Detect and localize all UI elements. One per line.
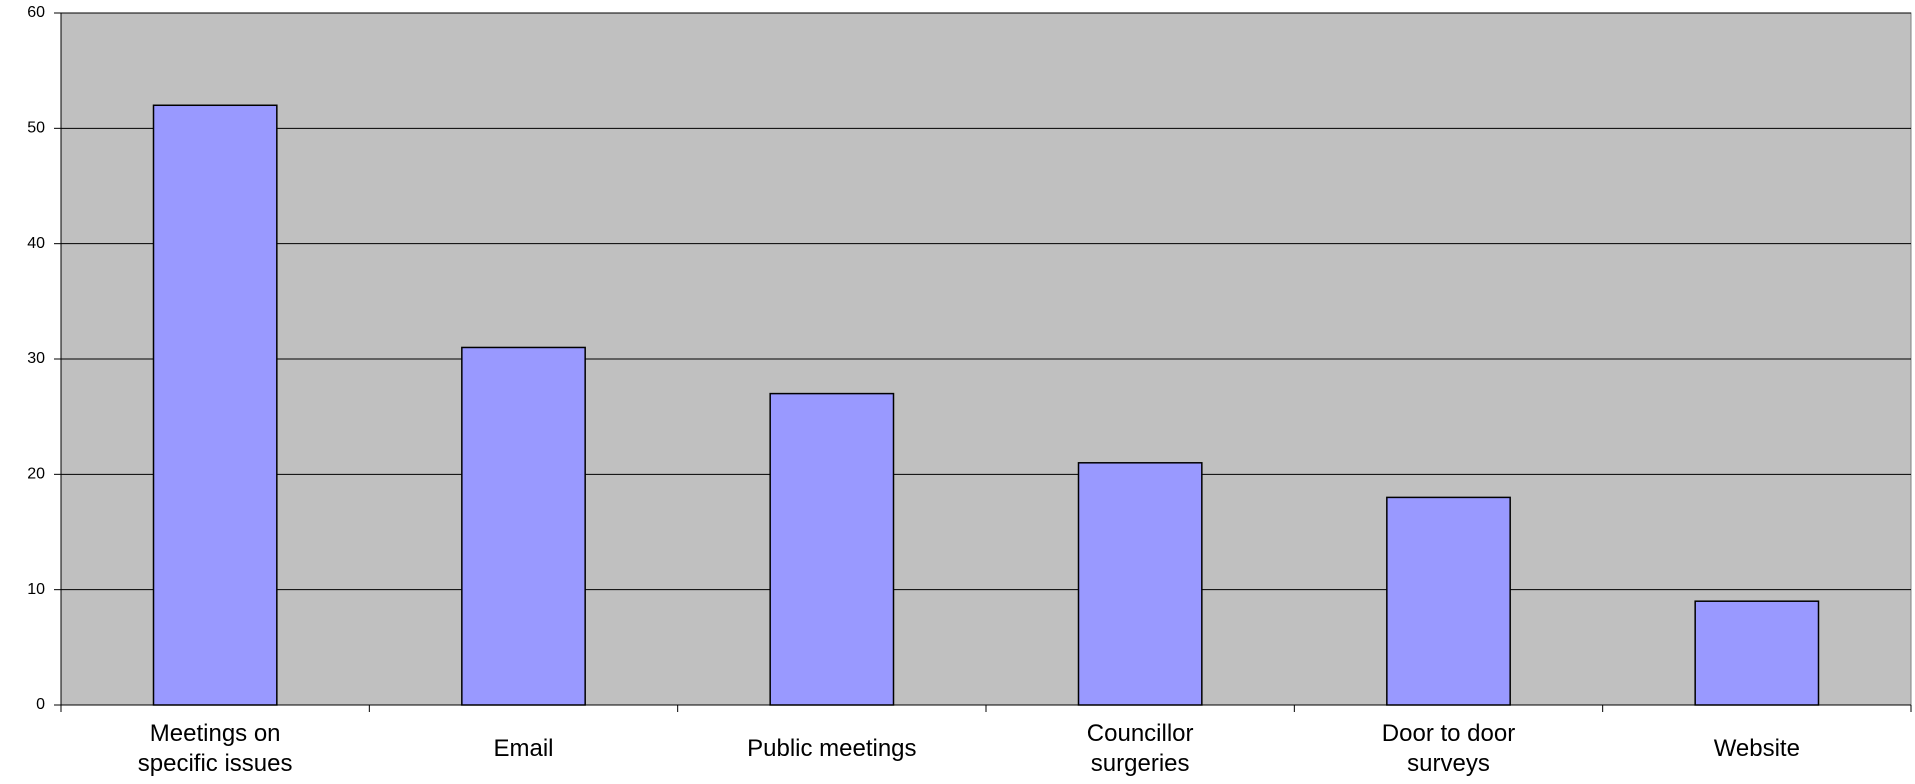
y-tick-label: 40	[27, 235, 45, 252]
bar	[152, 104, 278, 706]
x-tick-label: Email	[493, 735, 554, 762]
x-tick-label: Website	[1713, 735, 1800, 762]
x-tick-label: Meetings on specific issues	[137, 720, 293, 777]
y-tick-label: 0	[36, 696, 45, 713]
x-tick-label: Door to door surveys	[1381, 720, 1516, 777]
bar	[1386, 496, 1511, 706]
bar	[1077, 462, 1203, 706]
y-tick-label: 20	[27, 466, 45, 483]
bar	[769, 392, 895, 706]
y-tick-label: 10	[27, 581, 45, 598]
x-tick-label: Public meetings	[747, 735, 917, 762]
y-tick-label: 50	[27, 120, 45, 137]
bar	[461, 346, 586, 706]
bar	[1694, 600, 1820, 706]
y-tick-label: 30	[27, 350, 45, 367]
y-tick-label: 60	[27, 4, 45, 21]
x-tick-label: Councillor surgeries	[1086, 720, 1194, 777]
